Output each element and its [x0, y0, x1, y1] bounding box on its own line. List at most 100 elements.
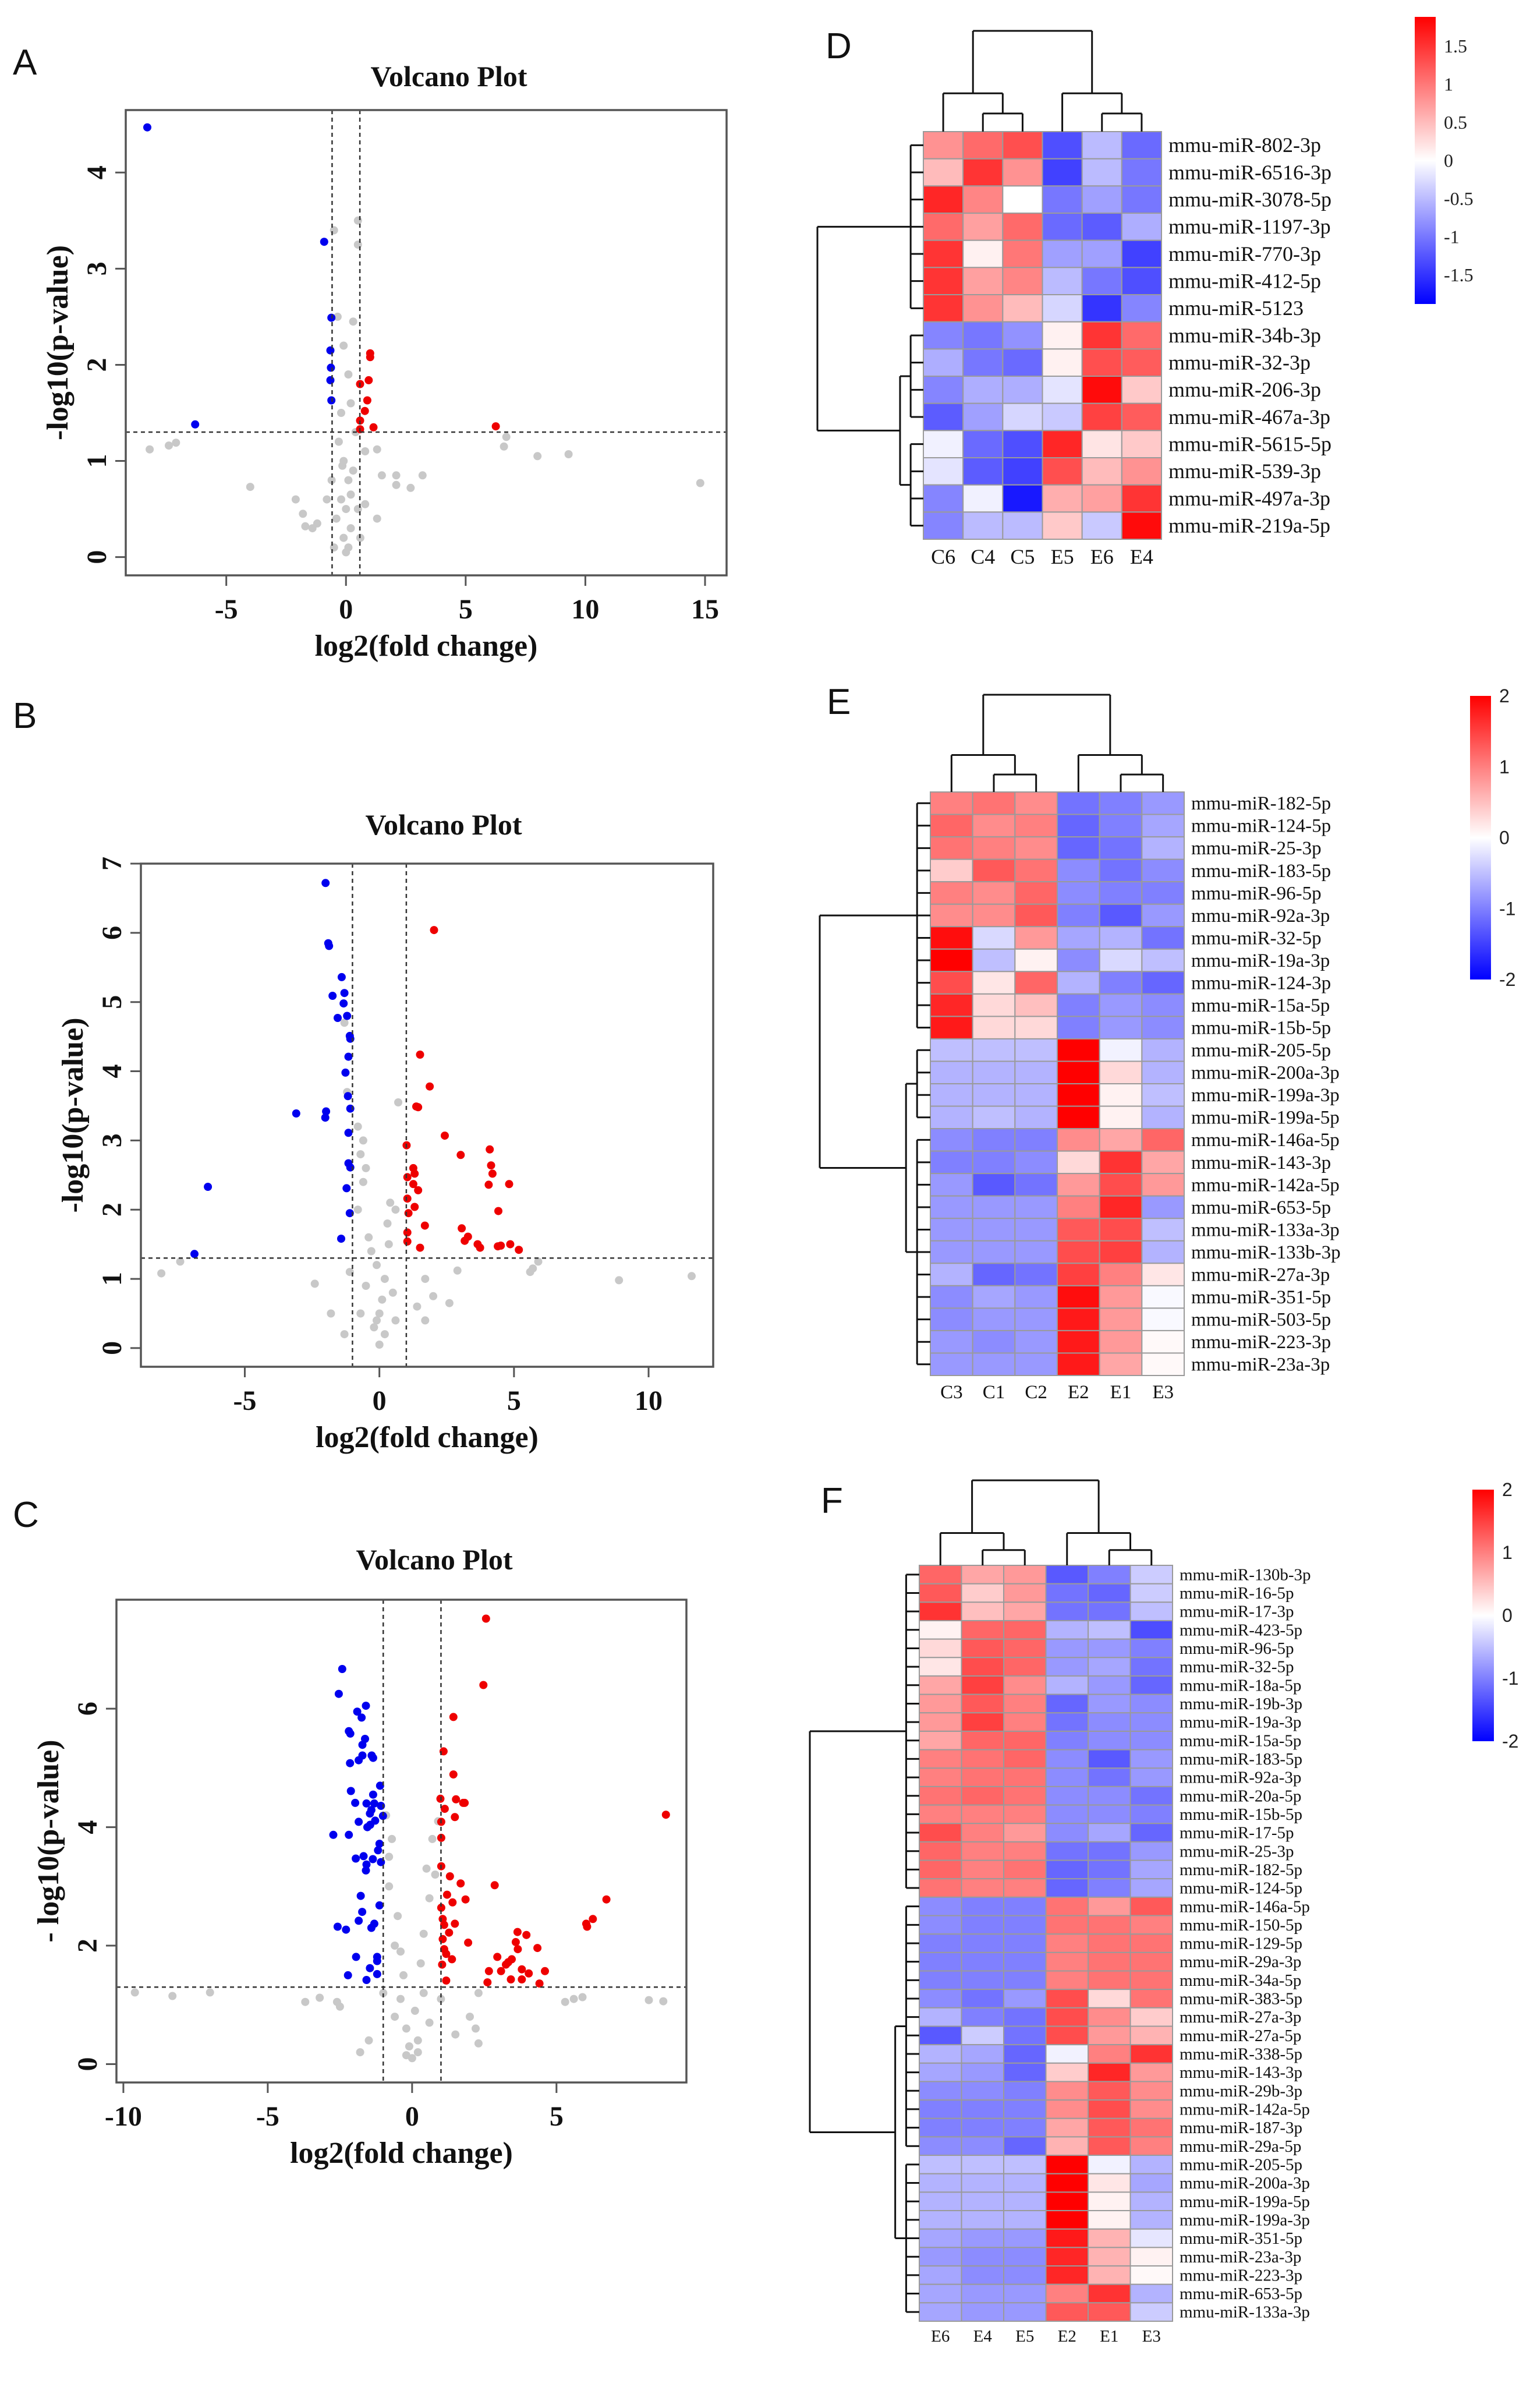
heatmap-cell — [1014, 1060, 1058, 1085]
heatmap-cell — [1003, 2117, 1047, 2138]
point-not-significant — [327, 1309, 335, 1318]
heatmap-cell — [972, 1173, 1016, 1197]
heatmap-cell — [1099, 948, 1143, 973]
point-upregulated — [513, 1928, 522, 1936]
point-upregulated — [369, 423, 378, 432]
heatmap-cell — [1088, 2302, 1131, 2322]
x-axis-title: log2(fold change) — [290, 2137, 513, 2170]
heatmap-cell — [1129, 2191, 1173, 2212]
heatmap-cell — [1088, 1785, 1131, 1806]
point-not-significant — [386, 1198, 395, 1207]
point-not-significant — [429, 1292, 438, 1300]
heatmap-cell — [1042, 484, 1083, 513]
point-not-significant — [419, 1929, 428, 1938]
heatmap-cell — [1121, 239, 1163, 268]
heatmap-cell — [1042, 402, 1083, 432]
heatmap-cells — [930, 791, 1185, 1376]
heatmap-cell — [1099, 1285, 1143, 1309]
heatmap-cell — [1088, 2007, 1131, 2027]
point-not-significant — [373, 1316, 381, 1325]
heatmap-cell — [1057, 1285, 1100, 1309]
plot-title: Volcano Plot — [356, 1543, 513, 1576]
heatmap-cell — [1003, 1657, 1047, 1677]
heatmap-cell — [923, 158, 964, 187]
heatmap-cell — [930, 993, 973, 1017]
point-not-significant — [384, 1240, 393, 1249]
heatmap-cell — [1003, 2283, 1047, 2304]
point-downregulated — [378, 1812, 387, 1820]
point-not-significant — [474, 2039, 483, 2048]
heatmap-cell — [961, 2136, 1004, 2156]
row-label: mmu-miR-1197-3p — [1168, 215, 1331, 238]
heatmap-cell — [1003, 2044, 1047, 2064]
heatmap-cell — [961, 2265, 1004, 2285]
row-label: mmu-miR-15b-5p — [1191, 1018, 1331, 1039]
point-downregulated — [334, 1014, 342, 1022]
row-label: mmu-miR-25-3p — [1180, 1842, 1294, 1861]
heatmap-cell — [1045, 2191, 1089, 2212]
heatmap-cell — [1042, 267, 1083, 296]
heatmap-cell — [1014, 881, 1058, 905]
heatmap-cell — [1088, 2191, 1131, 2212]
point-downregulated — [373, 1957, 381, 1965]
heatmap-cell — [962, 321, 1004, 350]
heatmap-cell — [961, 1989, 1004, 2009]
heatmap-cell — [1129, 2247, 1173, 2267]
point-upregulated — [366, 353, 374, 362]
heatmap-cell — [1045, 1804, 1089, 1824]
row-label: mmu-miR-34a-5p — [1180, 1971, 1301, 1990]
heatmap-cell — [972, 1195, 1016, 1219]
heatmap-cell — [1129, 1951, 1173, 1972]
point-downregulated — [325, 942, 334, 950]
point-not-significant — [425, 2018, 434, 2027]
heatmap-cell — [1045, 1823, 1089, 1843]
y-tick-label: 3 — [97, 1133, 128, 1147]
heatmap-cell — [961, 1785, 1004, 1806]
heatmap-cell — [923, 376, 964, 404]
heatmap-cell — [1088, 2044, 1131, 2064]
heatmap-cell — [1129, 2136, 1173, 2156]
heatmap-cell — [1081, 430, 1122, 458]
plot-title: Volcano Plot — [366, 808, 522, 841]
row-label: mmu-miR-29b-3p — [1180, 2082, 1302, 2101]
point-downregulated — [376, 1781, 384, 1790]
x-tick-label: 0 — [339, 594, 353, 625]
heatmap-cell — [930, 1128, 973, 1152]
heatmap-cell — [919, 2081, 962, 2101]
column-label: C4 — [971, 545, 995, 568]
heatmap-cell — [1045, 1951, 1089, 1972]
heatmap-cell — [919, 2025, 962, 2046]
heatmap-cell — [1014, 1128, 1058, 1152]
heatmap-cell — [930, 1218, 973, 1242]
heatmap-cell — [930, 1307, 973, 1331]
point-not-significant — [165, 441, 173, 450]
heatmap-cell — [1045, 2099, 1089, 2119]
heatmap-cell — [1014, 1218, 1058, 1242]
point-downregulated — [344, 1129, 353, 1137]
point-not-significant — [373, 445, 381, 454]
row-label: mmu-miR-142a-5p — [1180, 2100, 1310, 2119]
heatmap-cell — [962, 239, 1004, 268]
point-not-significant — [474, 1989, 483, 1997]
heatmap-cell — [1045, 1675, 1089, 1695]
heatmap-cell — [1129, 1601, 1173, 1621]
column-label: E1 — [1110, 1382, 1132, 1403]
heatmap-cell — [1057, 971, 1100, 995]
row-label: mmu-miR-133b-3p — [1191, 1242, 1341, 1263]
point-upregulated — [484, 1180, 493, 1189]
heatmap-cell — [1045, 1989, 1089, 2009]
heatmap-cell — [1129, 2302, 1173, 2322]
heatmap-cell — [923, 239, 964, 268]
row-label: mmu-miR-19b-3p — [1180, 1695, 1302, 1713]
heatmap-cell — [1088, 1657, 1131, 1677]
x-tick-label: 5 — [507, 1385, 521, 1416]
point-downregulated — [338, 1665, 346, 1673]
heatmap-cell — [962, 267, 1004, 296]
heatmap-cell — [930, 948, 973, 973]
row-label: mmu-miR-27a-3p — [1180, 2008, 1301, 2027]
heatmap-cell — [1141, 1150, 1185, 1175]
point-upregulated — [452, 1795, 461, 1804]
heatmap-cell — [1129, 2007, 1173, 2027]
x-axis-title: log2(fold change) — [315, 630, 538, 663]
heatmap-cell — [919, 1565, 962, 1585]
